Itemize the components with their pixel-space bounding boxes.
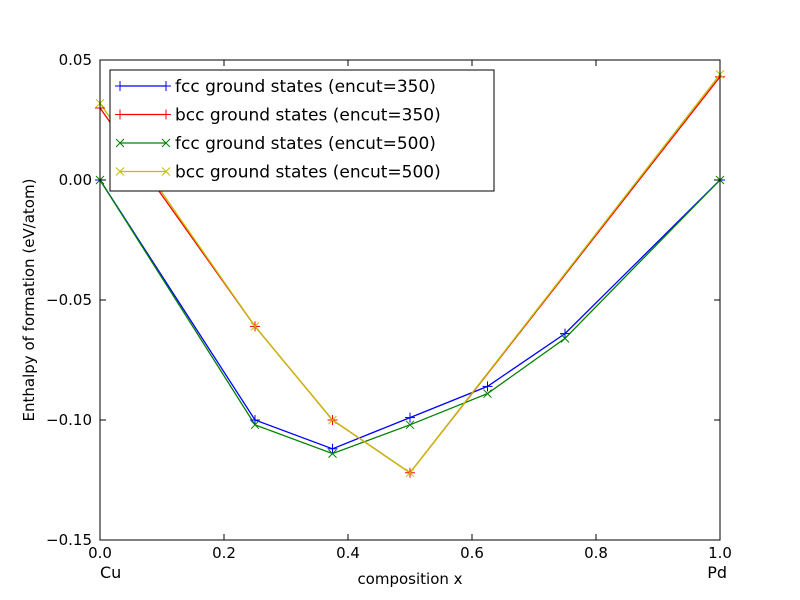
y-tick-label: 0.05 <box>59 51 92 69</box>
data-point-0-1 <box>250 415 260 425</box>
data-point-0-4 <box>482 381 493 392</box>
legend-swatch-marker <box>161 81 171 91</box>
legend-entry-2: fcc ground states (encut=500) <box>115 134 436 154</box>
data-point-2-4 <box>483 389 492 398</box>
legend-swatch-marker <box>161 138 171 148</box>
legend-swatch-marker <box>115 109 125 120</box>
legend-swatch-marker <box>115 167 125 176</box>
legend-swatch-marker <box>161 167 171 176</box>
y-tick-label: −0.05 <box>46 291 92 309</box>
legend-swatch-marker <box>161 109 171 120</box>
legend-box <box>109 69 495 192</box>
legend-label: fcc ground states (encut=350) <box>175 77 436 97</box>
x-axis-label: composition x <box>357 570 462 588</box>
data-point-0-2 <box>327 443 338 454</box>
y-tick-label: −0.15 <box>46 531 92 549</box>
x-endpoint-label-right: Pd <box>707 563 727 582</box>
data-point-0-5 <box>560 328 570 339</box>
x-tick-label: 0.6 <box>460 544 484 562</box>
data-point-2-3 <box>405 420 415 430</box>
data-point-3-1 <box>250 322 260 331</box>
legend-label: bcc ground states (encut=500) <box>175 163 441 183</box>
legend-swatch-marker <box>115 81 125 91</box>
x-tick-label: 0.0 <box>88 544 112 562</box>
legend: fcc ground states (encut=350) bcc ground … <box>109 69 495 192</box>
legend-entry-0: fcc ground states (encut=350) <box>115 77 436 97</box>
y-tick-label: 0.00 <box>59 171 92 189</box>
data-point-2-1 <box>250 420 260 430</box>
x-tick-label: 0.8 <box>584 544 608 562</box>
data-point-2-2 <box>328 449 337 458</box>
x-tick-label: 0.4 <box>336 544 360 562</box>
data-point-2-5 <box>560 334 570 343</box>
y-tick-label: −0.10 <box>46 411 92 429</box>
legend-label: bcc ground states (encut=350) <box>175 106 441 126</box>
x-tick-label: 1.0 <box>708 544 732 562</box>
data-point-0-3 <box>405 412 415 423</box>
legend-swatch-marker <box>115 138 125 148</box>
x-tick-label: 0.2 <box>212 544 236 562</box>
data-point-3-2 <box>328 415 337 425</box>
data-point-3-3 <box>405 468 415 478</box>
legend-entry-1: bcc ground states (encut=350) <box>115 106 441 126</box>
legend-entry-3: bcc ground states (encut=500) <box>115 163 441 183</box>
legend-label: fcc ground states (encut=500) <box>175 134 436 154</box>
y-axis-label: Enthalpy of formation (eV/atom) <box>20 179 38 422</box>
x-endpoint-label-left: Cu <box>100 563 121 582</box>
